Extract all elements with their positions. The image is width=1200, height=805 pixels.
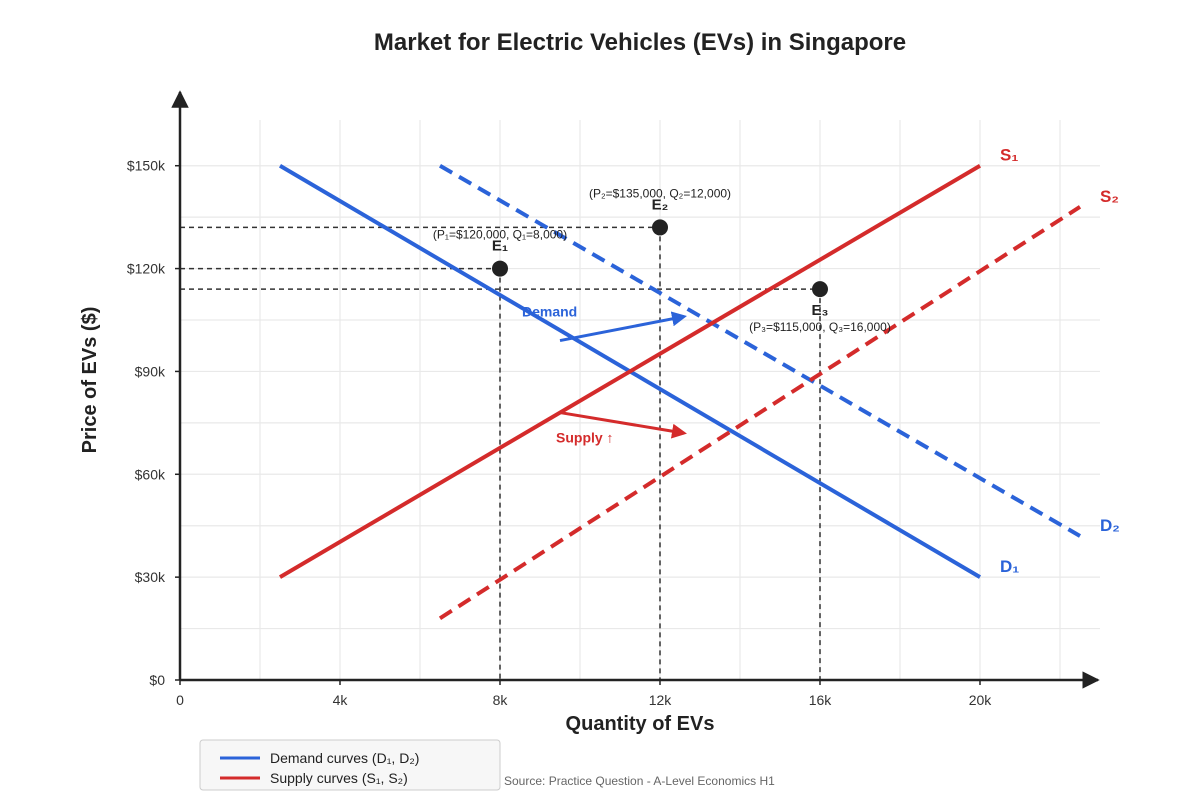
- grid: [180, 120, 1100, 680]
- equilibrium-label-e1: E₁: [492, 238, 508, 255]
- shift-arrow-label-supply: Supply ↑: [556, 430, 614, 446]
- x-tick-label: 8k: [493, 692, 509, 708]
- equilibrium-annotation-e2: (P₂=$135,000, Q₂=12,000): [589, 186, 731, 200]
- y-tick-label: $60k: [135, 466, 166, 482]
- equilibrium-annotation-e1: (P₁=$120,000, Q₁=8,000): [433, 228, 567, 242]
- legend-demand-label: Demand curves (D₁, D₂): [270, 750, 419, 766]
- source-note: Source: Practice Question - A-Level Econ…: [504, 774, 775, 788]
- x-axis-title: Quantity of EVs: [566, 713, 715, 735]
- equilibrium-point-e2: [652, 219, 668, 236]
- equilibrium-guides: [180, 226, 821, 680]
- curve-label-d2: D₂: [1100, 516, 1120, 535]
- y-tick-label: $30k: [135, 569, 166, 585]
- y-tick-label: $120k: [127, 261, 166, 277]
- equilibrium-label-e3: E₃: [812, 302, 829, 319]
- ticks: 0 4k 8k 12k 16k 20k $0 $30k $60k $90k $120k $150k: [127, 158, 992, 708]
- equilibrium-points: E₁(P₁=$120,000, Q₁=8,000) E₂(P₂=$135,000,…: [433, 186, 891, 334]
- y-tick-label: $150k: [127, 158, 166, 174]
- curve-label-d1: D₁: [1000, 557, 1019, 576]
- curve-label-s1: S₁: [1000, 146, 1018, 165]
- legend-supply-label: Supply curves (S₁, S₂): [270, 770, 408, 786]
- x-tick-label: 0: [176, 692, 184, 708]
- shift-arrows: Demand Supply ↑: [522, 304, 687, 446]
- y-tick-label: $90k: [135, 363, 166, 379]
- equilibrium-annotation-e3: (P₃=$115,000, Q₃=16,000): [749, 320, 891, 334]
- curve-s1: [278, 163, 982, 579]
- axes: [171, 90, 1100, 689]
- curves: D₁ D₂ S₁ S₂: [278, 146, 1120, 620]
- y-tick-label: $0: [149, 672, 165, 688]
- legend-box: [199, 739, 501, 791]
- y-axis-title: Price of EVs ($): [79, 307, 101, 454]
- x-tick-label: 20k: [969, 692, 993, 708]
- curve-s2: [438, 205, 1082, 620]
- curve-label-s2: S₂: [1100, 187, 1119, 206]
- equilibrium-point-e3: [812, 281, 828, 298]
- equilibrium-label-e2: E₂: [652, 196, 669, 213]
- legend: Demand curves (D₁, D₂) Supply curves (S₁…: [199, 739, 501, 791]
- x-tick-label: 12k: [649, 692, 673, 708]
- equilibrium-point-e1: [492, 260, 508, 277]
- chart-title: Market for Electric Vehicles (EVs) in Si…: [374, 29, 906, 56]
- x-tick-label: 16k: [809, 692, 833, 708]
- shift-arrow-demand: [559, 311, 687, 343]
- x-tick-label: 4k: [333, 692, 349, 708]
- shift-arrow-label-demand: Demand: [522, 304, 577, 320]
- shift-arrow-supply: [559, 411, 687, 439]
- curve-d2: [438, 163, 1082, 538]
